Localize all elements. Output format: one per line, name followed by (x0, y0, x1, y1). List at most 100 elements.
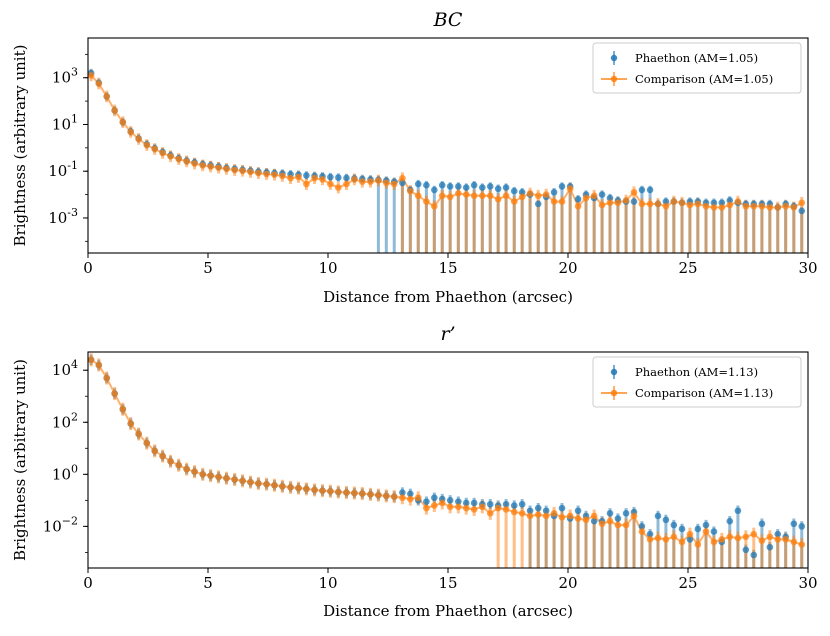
comparison-point (399, 494, 406, 502)
x-tick-label: 0 (83, 259, 93, 277)
x-tick-label: 20 (558, 259, 577, 277)
comparison-point (239, 477, 246, 485)
comparison-point (734, 534, 742, 542)
comparison-point (319, 176, 326, 183)
phaethon-point (574, 195, 582, 203)
comparison-point (159, 452, 166, 460)
comparison-point (351, 176, 358, 183)
comparison-point (263, 170, 270, 178)
x-tick-label: 0 (83, 574, 93, 592)
x-axis-label: Distance from Phaethon (arcsec) (323, 602, 573, 620)
comparison-point (151, 447, 159, 455)
comparison-point (319, 487, 326, 495)
comparison-point (239, 167, 246, 175)
phaethon-point (734, 507, 742, 515)
comparison-point (399, 174, 406, 182)
legend-marker (610, 54, 618, 62)
comparison-point (654, 534, 662, 542)
phaethon-point (638, 523, 646, 530)
comparison-point (494, 195, 502, 203)
legend-box (592, 356, 802, 408)
comparison-point (279, 172, 286, 180)
phaethon-point (798, 207, 806, 215)
comparison-point (135, 430, 142, 438)
comparison-point (407, 187, 414, 195)
comparison-point (742, 533, 750, 541)
comparison-point (614, 199, 622, 207)
y-tick-exponent: −2 (62, 514, 78, 527)
phaethon-point (455, 498, 462, 505)
comparison-point (151, 145, 159, 153)
comparison-point (311, 174, 318, 182)
comparison-point (375, 491, 382, 499)
comparison-point (550, 510, 558, 517)
y-tick-label: 10-1 (48, 159, 78, 180)
comparison-point (670, 198, 678, 205)
comparison-point (367, 491, 374, 498)
comparison-point (486, 510, 494, 517)
comparison-point (550, 198, 558, 205)
comparison-point (215, 164, 222, 172)
comparison-point (542, 191, 550, 198)
phaethon-point (638, 186, 646, 194)
comparison-point (175, 461, 183, 469)
legend-label: Comparison (AM=1.05) (635, 72, 773, 86)
comparison-point (798, 541, 806, 548)
comparison-point (431, 502, 438, 509)
phaethon-point (526, 507, 534, 515)
y-tick-label: 102 (52, 410, 78, 431)
comparison-point (446, 503, 454, 511)
comparison-point (598, 520, 606, 528)
comparison-point (199, 162, 207, 169)
phaethon-point (446, 183, 454, 190)
phaethon-point (303, 172, 310, 179)
comparison-point (479, 192, 486, 200)
comparison-point (798, 199, 806, 207)
comparison-point (718, 204, 726, 211)
comparison-point (223, 474, 230, 482)
comparison-point (255, 480, 262, 487)
phaethon-point (726, 517, 734, 525)
phaethon-point (630, 198, 638, 205)
comparison-line (90, 74, 803, 209)
comparison-point (614, 521, 622, 529)
comparison-point (598, 201, 606, 209)
comparison-point (159, 149, 166, 157)
comparison-point (718, 536, 726, 543)
phaethon-point (790, 520, 798, 528)
x-tick-label: 10 (318, 574, 337, 592)
comparison-point (390, 493, 398, 500)
phaethon-point (462, 184, 470, 191)
phaethon-point (479, 184, 486, 191)
comparison-point (790, 538, 798, 546)
x-tick-label: 20 (558, 574, 577, 592)
comparison-point (167, 152, 174, 160)
y-tick-label: 101 (52, 112, 78, 133)
comparison-point (199, 471, 207, 478)
comparison-point (622, 521, 630, 529)
comparison-point (390, 180, 398, 188)
phaethon-point (614, 515, 622, 522)
comparison-point (526, 190, 534, 197)
comparison-point (207, 163, 214, 170)
comparison-point (414, 494, 422, 502)
comparison-point (774, 536, 782, 543)
comparison-point (88, 356, 95, 364)
comparison-point (534, 511, 542, 518)
comparison-point (470, 506, 478, 513)
comparison-point (590, 192, 598, 200)
phaethon-point (606, 194, 614, 202)
x-tick-label: 25 (678, 574, 697, 592)
comparison-point (694, 200, 702, 208)
comparison-point (231, 166, 238, 174)
y-tick-exponent: -1 (67, 159, 78, 172)
comparison-point (590, 512, 598, 520)
comparison-point (670, 533, 678, 541)
comparison-point (287, 484, 294, 491)
comparison-point (574, 202, 582, 210)
comparison-point (343, 180, 350, 188)
comparison-point (335, 488, 342, 496)
comparison-point (183, 465, 190, 473)
comparison-point (455, 503, 462, 511)
comparison-point (766, 533, 774, 541)
